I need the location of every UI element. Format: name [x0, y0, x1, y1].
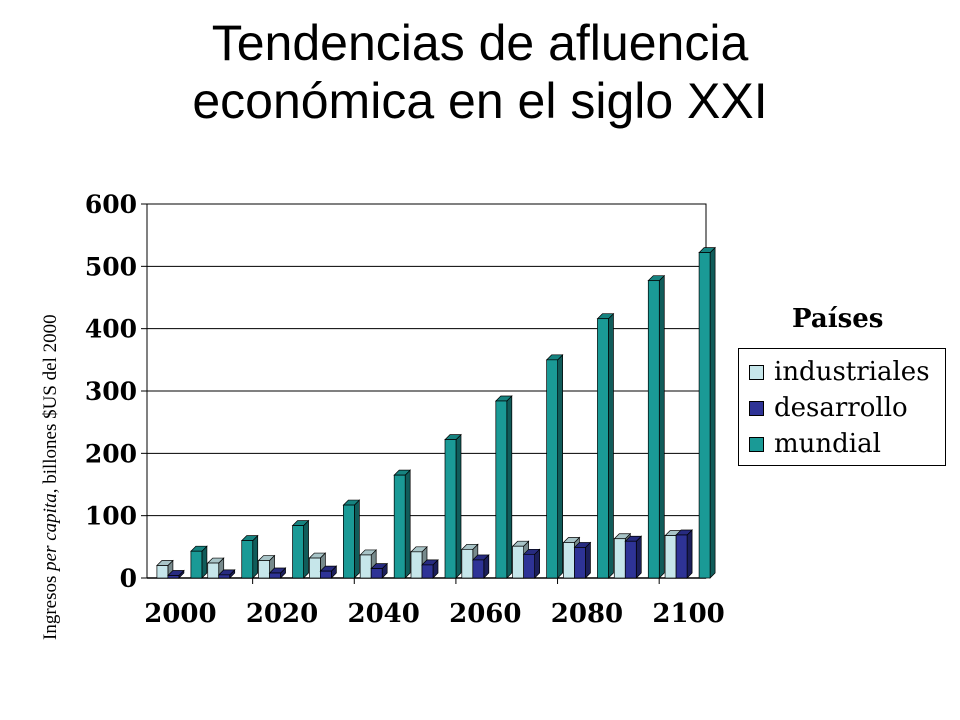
y-tick-label-100: 100: [85, 502, 137, 531]
legend-label-industriales: industriales: [774, 357, 930, 387]
bar-industriales-2010: [207, 562, 220, 579]
bar-side-desarrollo-2090: [635, 535, 642, 579]
legend-swatch-industriales: [749, 364, 764, 380]
x-tick-label-2100: 2100: [652, 599, 724, 629]
legend-swatch-desarrollo: [749, 400, 764, 416]
bar-desarrollo-2100: [675, 534, 688, 579]
legend-label-desarrollo: desarrollo: [774, 393, 908, 423]
bar-desarrollo-2020: [269, 572, 281, 579]
y-tick-label-600: 600: [85, 190, 137, 219]
x-tick-label-2080: 2080: [551, 599, 623, 629]
y-axis-label-italic: per capita: [40, 493, 61, 571]
bar-mundial-2100: [698, 252, 711, 579]
bar-desarrollo-2010: [218, 574, 231, 579]
legend-item-industriales: industriales: [749, 357, 930, 387]
legend-label-mundial: mundial: [774, 429, 881, 459]
bar-industriales-2080: [563, 542, 575, 579]
bar-industriales-2090: [613, 538, 626, 579]
legend-item-desarrollo: desarrollo: [749, 393, 908, 423]
bar-side-mundial-2000: [201, 545, 208, 579]
bar-side-mundial-2100: [709, 246, 716, 579]
bar-side-mundial-2050: [455, 433, 462, 579]
bar-mundial-2070: [546, 359, 558, 579]
x-tick-label-2060: 2060: [449, 599, 521, 629]
bar-mundial-2080: [597, 318, 609, 579]
y-tick-label-200: 200: [85, 439, 137, 468]
bar-desarrollo-2000: [167, 575, 180, 579]
x-tick-label-2020: 2020: [246, 599, 318, 629]
bar-desarrollo-2070: [523, 553, 535, 579]
bar-side-mundial-2060: [506, 395, 513, 579]
title-line-1: Tendencias de afluencia: [211, 15, 749, 71]
bar-side-mundial-2090: [658, 274, 665, 579]
bar-industriales-2020: [258, 560, 270, 579]
bar-desarrollo-2060: [472, 559, 485, 579]
bar-side-mundial-2030: [354, 499, 360, 579]
y-tick-label-0: 0: [120, 564, 137, 593]
bar-mundial-2000: [190, 550, 203, 579]
bar-side-mundial-2020: [303, 519, 309, 579]
bar-mundial-2090: [647, 280, 660, 579]
bar-industriales-2070: [512, 545, 524, 579]
bar-desarrollo-2040: [370, 568, 383, 579]
bar-side-mundial-2080: [608, 312, 614, 579]
bar-side-desarrollo-2100: [686, 529, 693, 579]
bar-desarrollo-2090: [624, 540, 637, 579]
bar-desarrollo-2080: [574, 547, 586, 579]
legend-swatch-mundial: [749, 436, 764, 452]
title-line-2: económica en el siglo XXI: [192, 73, 768, 129]
bar-side-mundial-2070: [557, 353, 563, 579]
bar-industriales-2040: [359, 554, 372, 579]
legend-title: Países: [792, 304, 884, 334]
bar-desarrollo-2050: [421, 564, 434, 579]
y-tick-label-400: 400: [85, 315, 137, 344]
bar-desarrollo-2030: [320, 570, 332, 579]
page-title: Tendencias de afluencia económica en el …: [0, 14, 960, 130]
bar-mundial-2030: [343, 504, 355, 579]
y-axis-label-part-1: Ingresos: [40, 570, 61, 640]
bar-mundial-2040: [393, 474, 406, 579]
x-tick-label-2040: 2040: [347, 599, 419, 629]
bar-mundial-2020: [292, 525, 304, 579]
bar-side-mundial-2040: [404, 469, 411, 579]
legend-item-mundial: mundial: [749, 429, 881, 459]
bar-industriales-2000: [156, 565, 169, 579]
bar-industriales-2050: [410, 551, 423, 579]
bar-mundial-2050: [444, 439, 457, 579]
bar-side-mundial-2010: [252, 534, 259, 579]
y-tick-label-500: 500: [85, 252, 137, 281]
legend: industriales desarrollo mundial: [738, 348, 946, 466]
bar-mundial-2060: [495, 400, 508, 579]
y-axis-label-part-3: , billones $US del 2000: [40, 314, 61, 494]
bar-industriales-2060: [461, 548, 474, 579]
x-tick-label-2000: 2000: [144, 599, 216, 629]
y-axis-label: Ingresos per capita, billones $US del 20…: [40, 314, 62, 640]
bar-mundial-2010: [241, 540, 254, 579]
bar-industriales-2030: [309, 557, 321, 579]
bar-side-desarrollo-2080: [585, 541, 591, 579]
y-tick-label-300: 300: [85, 377, 137, 406]
bar-industriales-2100: [664, 535, 677, 579]
